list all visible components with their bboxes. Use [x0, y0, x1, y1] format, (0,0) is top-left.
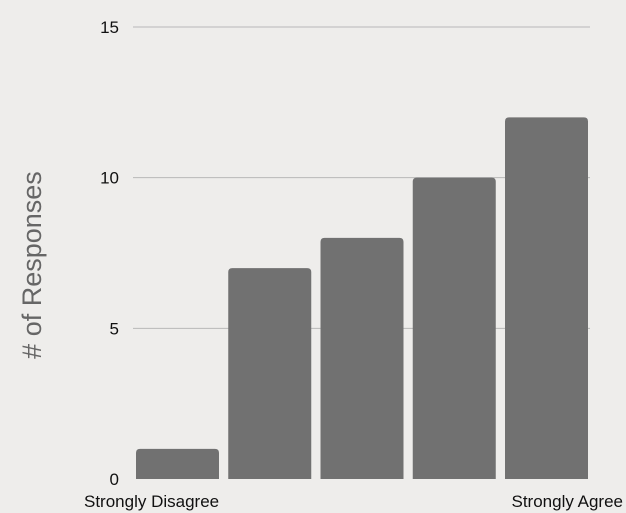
y-tick-label: 10 [100, 169, 119, 188]
bar-2 [228, 268, 312, 479]
y-tick-label: 15 [100, 18, 119, 37]
y-tick-labels: 0 5 10 15 [100, 18, 119, 489]
x-category-label: Strongly Disagree [84, 492, 219, 511]
x-category-label: Strongly Agree [511, 492, 623, 511]
y-tick-label: 0 [110, 470, 119, 489]
bar-4 [412, 177, 496, 479]
bar-1 [136, 448, 219, 479]
bars [136, 117, 588, 480]
x-category-labels: Strongly Disagree Strongly Agree [84, 492, 623, 511]
y-tick-label: 5 [110, 319, 119, 338]
bar-5 [505, 117, 588, 480]
bar-3 [320, 237, 404, 479]
y-axis-title: # of Responses [17, 171, 47, 359]
